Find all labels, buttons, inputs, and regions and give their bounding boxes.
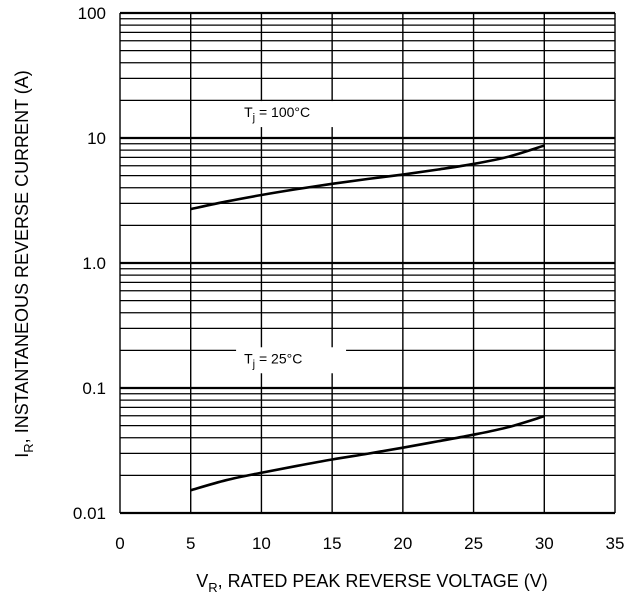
y-axis-label-rest: , INSTANTANEOUS REVERSE CURRENT (A) [12,70,32,443]
x-tick-label: 10 [252,534,271,553]
annotation-layer: Tj = 100°CTj = 25°C [236,101,347,374]
x-tick-label: 0 [115,534,124,553]
tick-layer: 0 5 10 15 20 25 30 35 0.01 0.1 1.0 10 100 [73,4,625,553]
y-tick-label: 0.01 [73,504,106,523]
x-axis-label-main: V [196,571,208,591]
x-tick-label: 20 [393,534,412,553]
annotation-text: Tj = 100°C [244,104,310,124]
annotation-rest: = 25°C [255,350,302,366]
x-tick-label: 30 [535,534,554,553]
x-tick-label: 5 [186,534,195,553]
annotation-sub: j [252,112,255,124]
series-line [190,144,545,211]
annotation-sub: j [252,358,255,370]
series-layer [190,144,545,492]
x-axis-label: VR, RATED PEAK REVERSE VOLTAGE (V) [196,571,547,593]
y-tick-label: 0.1 [82,379,106,398]
annotation-box [236,101,347,128]
x-tick-label: 35 [606,534,625,553]
x-axis-label-rest: , RATED PEAK REVERSE VOLTAGE (V) [218,571,548,591]
series-annotation: Tj = 100°C [236,101,347,128]
annotation-main: T [244,104,253,120]
annotation-text: Tj = 25°C [244,350,302,370]
x-axis-label-sub: R [208,580,217,593]
y-tick-label: 1.0 [82,254,106,273]
series-annotation: Tj = 25°C [236,347,347,374]
x-tick-label: 15 [323,534,342,553]
annotation-main: T [244,350,253,366]
x-tick-label: 25 [464,534,483,553]
y-tick-label: 10 [87,129,106,148]
y-axis-label: IR, INSTANTANEOUS REVERSE CURRENT (A) [12,70,36,457]
y-axis-label-sub: R [21,443,36,452]
y-tick-label: 100 [78,4,106,23]
grid-layer [119,11,616,515]
annotation-box [236,347,347,374]
series-line [190,414,545,492]
y-axis-label-main: I [12,453,32,458]
annotation-rest: = 100°C [255,104,310,120]
